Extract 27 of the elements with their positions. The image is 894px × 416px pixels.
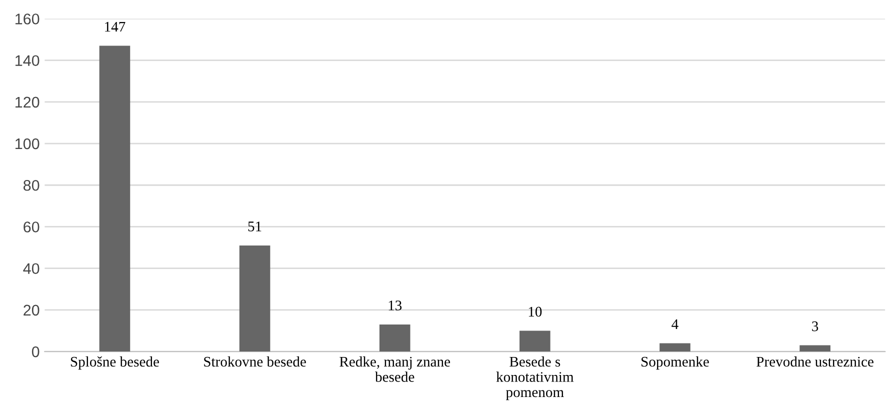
y-tick-label: 120 [16, 96, 40, 108]
x-tick-label: Prevodne ustreznice [756, 356, 874, 367]
x-tick-label: Redke, manj znane besede [340, 356, 450, 382]
bar [99, 46, 130, 352]
data-label: 147 [105, 22, 126, 32]
x-tick-label: Splošne besede [70, 356, 159, 370]
bar [520, 330, 550, 352]
y-tick-label: 80 [24, 180, 40, 191]
y-tick-label: 100 [16, 138, 40, 150]
x-tick-label: Besede s konotativnim pomenom [496, 356, 574, 400]
y-tick-label: 0 [32, 346, 40, 358]
data-label: 51 [248, 222, 262, 232]
y-tick-label: 20 [24, 304, 40, 316]
data-label: 10 [528, 306, 542, 317]
x-tick-label: Strokovne besede [204, 356, 306, 367]
bar [800, 345, 830, 352]
y-tick-label: 140 [16, 55, 40, 66]
y-tick-label: 60 [24, 222, 40, 232]
bar [379, 324, 410, 352]
data-label: 4 [672, 319, 678, 329]
x-tick-label: Sopomenke [642, 356, 709, 370]
data-label: 3 [812, 321, 818, 332]
y-tick-label: 160 [16, 14, 40, 24]
data-label: 13 [388, 300, 402, 310]
y-tick-label: 40 [23, 263, 40, 274]
bar [660, 343, 690, 352]
bar [239, 245, 270, 352]
